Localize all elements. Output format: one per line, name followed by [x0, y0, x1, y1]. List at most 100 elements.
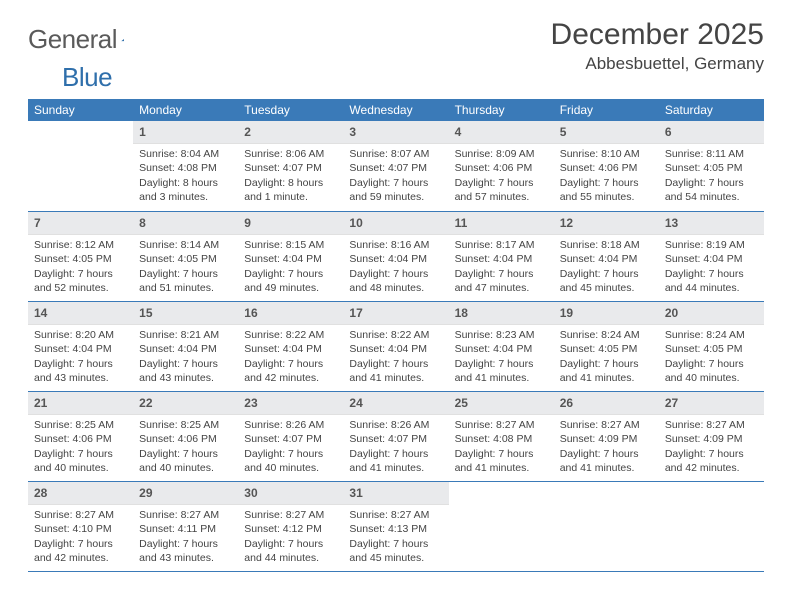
calendar-day-cell: 26Sunrise: 8:27 AMSunset: 4:09 PMDayligh…: [554, 391, 659, 481]
calendar-day-cell: 17Sunrise: 8:22 AMSunset: 4:04 PMDayligh…: [343, 301, 448, 391]
calendar-day-cell: 8Sunrise: 8:14 AMSunset: 4:05 PMDaylight…: [133, 211, 238, 301]
title-block: December 2025 Abbesbuettel, Germany: [551, 18, 764, 74]
calendar-day-cell: 3Sunrise: 8:07 AMSunset: 4:07 PMDaylight…: [343, 121, 448, 211]
daylight-text: Daylight: 7 hours and 45 minutes.: [560, 267, 653, 295]
calendar-day-cell: 7Sunrise: 8:12 AMSunset: 4:05 PMDaylight…: [28, 211, 133, 301]
sunrise-text: Sunrise: 8:09 AM: [455, 147, 548, 161]
sunrise-text: Sunrise: 8:17 AM: [455, 238, 548, 252]
calendar-day-cell: [554, 481, 659, 571]
daylight-text: Daylight: 7 hours and 42 minutes.: [244, 357, 337, 385]
day-number: 20: [659, 301, 764, 325]
day-number: 27: [659, 391, 764, 415]
daylight-text: Daylight: 7 hours and 40 minutes.: [244, 447, 337, 475]
sunrise-text: Sunrise: 8:25 AM: [34, 418, 127, 432]
sunset-text: Sunset: 4:04 PM: [34, 342, 127, 356]
day-number: 24: [343, 391, 448, 415]
sunrise-text: Sunrise: 8:19 AM: [665, 238, 758, 252]
daylight-text: Daylight: 7 hours and 41 minutes.: [349, 357, 442, 385]
sunset-text: Sunset: 4:07 PM: [244, 432, 337, 446]
sunrise-text: Sunrise: 8:04 AM: [139, 147, 232, 161]
day-details: Sunrise: 8:27 AMSunset: 4:13 PMDaylight:…: [343, 505, 448, 571]
sunset-text: Sunset: 4:08 PM: [455, 432, 548, 446]
day-details: Sunrise: 8:27 AMSunset: 4:11 PMDaylight:…: [133, 505, 238, 571]
sunrise-text: Sunrise: 8:07 AM: [349, 147, 442, 161]
calendar-header-row: SundayMondayTuesdayWednesdayThursdayFrid…: [28, 99, 764, 121]
day-details: Sunrise: 8:23 AMSunset: 4:04 PMDaylight:…: [449, 325, 554, 391]
day-details: Sunrise: 8:18 AMSunset: 4:04 PMDaylight:…: [554, 235, 659, 301]
day-header: Monday: [133, 99, 238, 121]
calendar-day-cell: 25Sunrise: 8:27 AMSunset: 4:08 PMDayligh…: [449, 391, 554, 481]
sunset-text: Sunset: 4:07 PM: [244, 161, 337, 175]
daylight-text: Daylight: 7 hours and 43 minutes.: [139, 537, 232, 565]
daylight-text: Daylight: 7 hours and 55 minutes.: [560, 176, 653, 204]
day-number: 29: [133, 481, 238, 505]
logo-word-1: General: [28, 24, 117, 55]
daylight-text: Daylight: 7 hours and 57 minutes.: [455, 176, 548, 204]
day-number: [449, 481, 554, 488]
daylight-text: Daylight: 7 hours and 40 minutes.: [139, 447, 232, 475]
calendar-day-cell: 5Sunrise: 8:10 AMSunset: 4:06 PMDaylight…: [554, 121, 659, 211]
daylight-text: Daylight: 7 hours and 40 minutes.: [665, 357, 758, 385]
calendar-day-cell: 4Sunrise: 8:09 AMSunset: 4:06 PMDaylight…: [449, 121, 554, 211]
sunset-text: Sunset: 4:04 PM: [349, 252, 442, 266]
sunrise-text: Sunrise: 8:24 AM: [560, 328, 653, 342]
daylight-text: Daylight: 7 hours and 48 minutes.: [349, 267, 442, 295]
day-number: 23: [238, 391, 343, 415]
daylight-text: Daylight: 7 hours and 45 minutes.: [349, 537, 442, 565]
calendar-day-cell: 21Sunrise: 8:25 AMSunset: 4:06 PMDayligh…: [28, 391, 133, 481]
day-header: Friday: [554, 99, 659, 121]
calendar-day-cell: 29Sunrise: 8:27 AMSunset: 4:11 PMDayligh…: [133, 481, 238, 571]
sunrise-text: Sunrise: 8:21 AM: [139, 328, 232, 342]
day-number: 30: [238, 481, 343, 505]
day-header: Saturday: [659, 99, 764, 121]
day-number: 12: [554, 211, 659, 235]
day-details: Sunrise: 8:21 AMSunset: 4:04 PMDaylight:…: [133, 325, 238, 391]
day-number: 3: [343, 121, 448, 144]
day-number: 11: [449, 211, 554, 235]
day-details: Sunrise: 8:06 AMSunset: 4:07 PMDaylight:…: [238, 144, 343, 210]
sunrise-text: Sunrise: 8:20 AM: [34, 328, 127, 342]
calendar-day-cell: 1Sunrise: 8:04 AMSunset: 4:08 PMDaylight…: [133, 121, 238, 211]
daylight-text: Daylight: 7 hours and 44 minutes.: [665, 267, 758, 295]
calendar-day-cell: [449, 481, 554, 571]
calendar-day-cell: 20Sunrise: 8:24 AMSunset: 4:05 PMDayligh…: [659, 301, 764, 391]
day-details: Sunrise: 8:12 AMSunset: 4:05 PMDaylight:…: [28, 235, 133, 301]
sunrise-text: Sunrise: 8:12 AM: [34, 238, 127, 252]
day-details: Sunrise: 8:22 AMSunset: 4:04 PMDaylight:…: [238, 325, 343, 391]
day-number: 18: [449, 301, 554, 325]
daylight-text: Daylight: 7 hours and 52 minutes.: [34, 267, 127, 295]
day-header: Wednesday: [343, 99, 448, 121]
sunrise-text: Sunrise: 8:14 AM: [139, 238, 232, 252]
sunset-text: Sunset: 4:09 PM: [560, 432, 653, 446]
sunrise-text: Sunrise: 8:25 AM: [139, 418, 232, 432]
sunset-text: Sunset: 4:11 PM: [139, 522, 232, 536]
sunrise-text: Sunrise: 8:26 AM: [244, 418, 337, 432]
sunrise-text: Sunrise: 8:26 AM: [349, 418, 442, 432]
day-number: [28, 121, 133, 127]
day-details: Sunrise: 8:16 AMSunset: 4:04 PMDaylight:…: [343, 235, 448, 301]
day-details: Sunrise: 8:27 AMSunset: 4:10 PMDaylight:…: [28, 505, 133, 571]
sunset-text: Sunset: 4:04 PM: [665, 252, 758, 266]
sunset-text: Sunset: 4:06 PM: [139, 432, 232, 446]
day-number: [554, 481, 659, 488]
sunrise-text: Sunrise: 8:27 AM: [560, 418, 653, 432]
daylight-text: Daylight: 7 hours and 41 minutes.: [560, 357, 653, 385]
sunset-text: Sunset: 4:04 PM: [560, 252, 653, 266]
daylight-text: Daylight: 7 hours and 40 minutes.: [34, 447, 127, 475]
calendar-day-cell: 30Sunrise: 8:27 AMSunset: 4:12 PMDayligh…: [238, 481, 343, 571]
day-number: 2: [238, 121, 343, 144]
day-number: 8: [133, 211, 238, 235]
day-details: Sunrise: 8:20 AMSunset: 4:04 PMDaylight:…: [28, 325, 133, 391]
sunrise-text: Sunrise: 8:27 AM: [455, 418, 548, 432]
calendar-day-cell: 11Sunrise: 8:17 AMSunset: 4:04 PMDayligh…: [449, 211, 554, 301]
calendar-day-cell: 24Sunrise: 8:26 AMSunset: 4:07 PMDayligh…: [343, 391, 448, 481]
daylight-text: Daylight: 7 hours and 42 minutes.: [34, 537, 127, 565]
calendar-day-cell: 16Sunrise: 8:22 AMSunset: 4:04 PMDayligh…: [238, 301, 343, 391]
calendar-body: 1Sunrise: 8:04 AMSunset: 4:08 PMDaylight…: [28, 121, 764, 571]
sunset-text: Sunset: 4:04 PM: [244, 342, 337, 356]
sunrise-text: Sunrise: 8:24 AM: [665, 328, 758, 342]
daylight-text: Daylight: 7 hours and 51 minutes.: [139, 267, 232, 295]
calendar-day-cell: 13Sunrise: 8:19 AMSunset: 4:04 PMDayligh…: [659, 211, 764, 301]
sunrise-text: Sunrise: 8:15 AM: [244, 238, 337, 252]
sunrise-text: Sunrise: 8:11 AM: [665, 147, 758, 161]
